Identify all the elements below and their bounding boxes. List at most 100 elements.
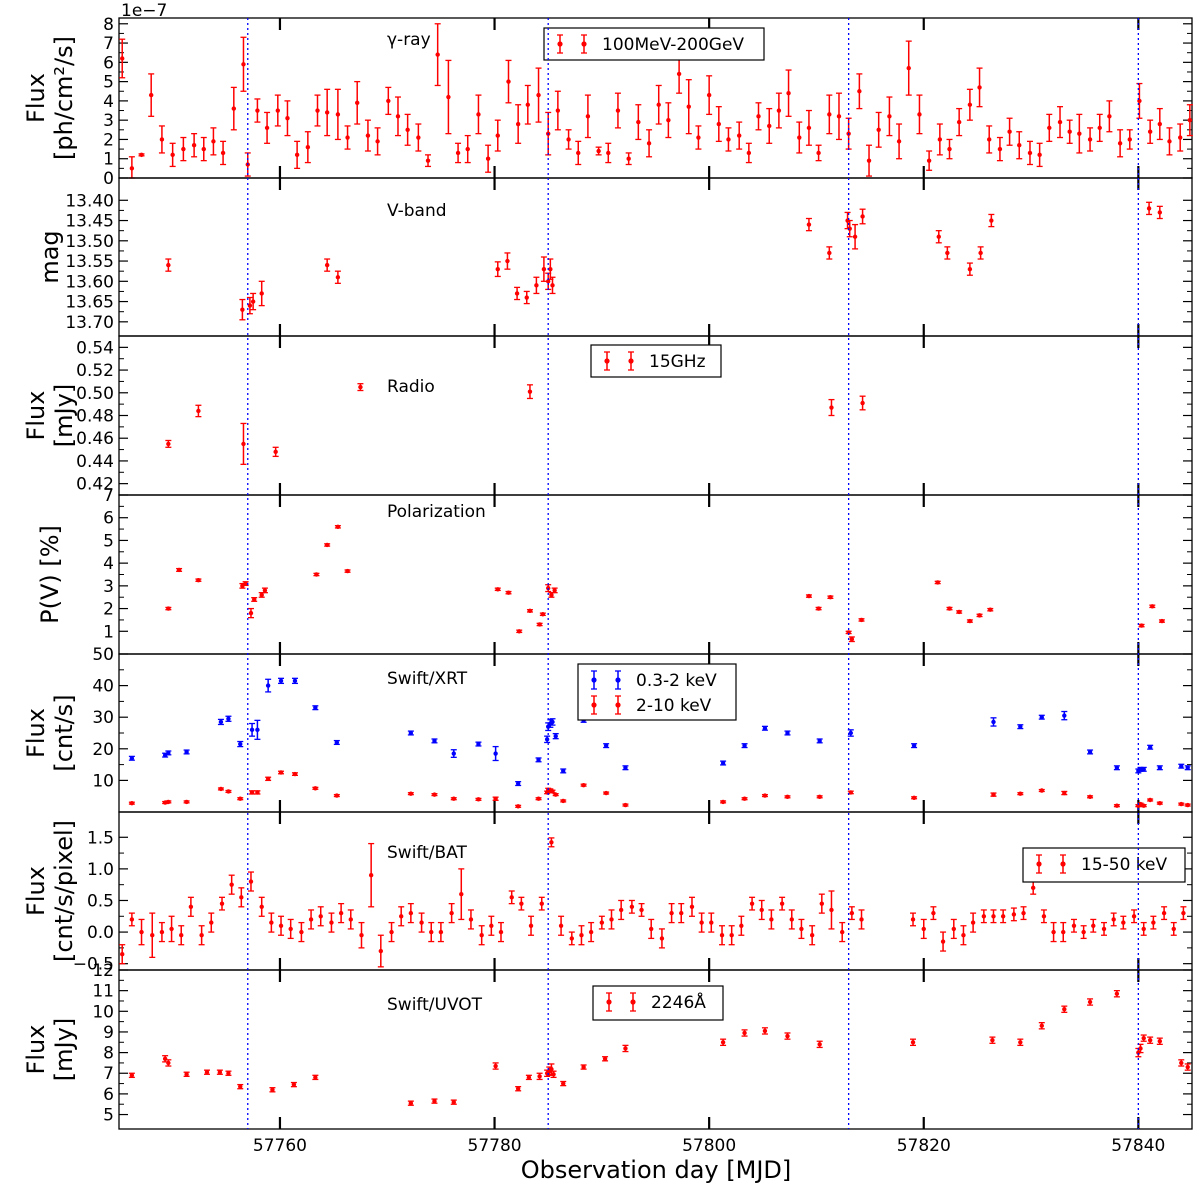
- data-point: [857, 89, 862, 94]
- data-point: [249, 727, 255, 733]
- data-point: [355, 100, 360, 106]
- y-tick-label: 0.52: [76, 361, 114, 381]
- data-point: [549, 592, 554, 598]
- legend-marker-dot: [606, 999, 612, 1005]
- data-point: [489, 923, 494, 928]
- data-point: [1030, 885, 1036, 891]
- data-point: [785, 1033, 790, 1039]
- data-point: [762, 726, 768, 731]
- data-point: [243, 581, 248, 586]
- data-point: [359, 933, 364, 938]
- y-tick-label: 10: [92, 771, 114, 791]
- legend-box: [592, 985, 724, 1021]
- data-point: [285, 116, 290, 121]
- data-point: [449, 910, 454, 916]
- data-point: [338, 910, 344, 916]
- data-point: [1000, 914, 1006, 919]
- data-point: [1147, 745, 1153, 750]
- y-tick-label: 0.48: [76, 407, 114, 427]
- data-point: [425, 158, 431, 163]
- data-point: [318, 914, 323, 919]
- legend-marker-dot: [630, 999, 636, 1005]
- data-point: [786, 90, 791, 96]
- data-point: [166, 1060, 171, 1066]
- data-point: [226, 1071, 231, 1076]
- y-axis-title: [cnt/s/pixel]: [50, 820, 78, 962]
- data-point: [911, 743, 917, 748]
- data-point: [534, 283, 539, 288]
- x-tick-label: 57800: [682, 1136, 736, 1156]
- data-point: [129, 756, 135, 761]
- data-point: [947, 606, 952, 611]
- data-point: [259, 904, 264, 909]
- data-point: [408, 730, 414, 736]
- data-point: [866, 158, 872, 163]
- data-point: [239, 895, 244, 900]
- data-point: [848, 790, 853, 795]
- data-point: [749, 901, 755, 906]
- data-point: [1157, 121, 1163, 127]
- data-point: [218, 719, 224, 725]
- data-point: [540, 612, 546, 617]
- legend: 15GHz: [590, 344, 722, 378]
- data-point: [921, 926, 926, 932]
- data-point: [696, 135, 701, 140]
- data-point: [742, 743, 747, 748]
- data-point: [120, 952, 125, 957]
- data-point: [1138, 767, 1143, 772]
- data-point: [1141, 1035, 1146, 1041]
- data-point: [1101, 926, 1107, 932]
- data-point: [219, 901, 225, 906]
- data-point: [1111, 917, 1116, 922]
- data-point: [455, 150, 461, 156]
- data-point: [1091, 923, 1096, 928]
- series-0.3-2 keV: [128, 677, 1191, 787]
- data-point: [911, 795, 917, 800]
- data-point: [1114, 991, 1120, 996]
- data-point: [248, 610, 254, 616]
- data-point: [549, 840, 554, 845]
- y-tick-label: 0.0: [87, 923, 114, 943]
- y-axis-title: Flux: [22, 391, 50, 441]
- data-point: [1114, 803, 1120, 808]
- data-point: [438, 929, 444, 935]
- data-point: [345, 135, 350, 140]
- data-point: [238, 796, 243, 801]
- data-point: [1017, 143, 1022, 148]
- legend-box: [543, 27, 765, 61]
- y-axis-title: Flux: [22, 708, 50, 758]
- data-point: [549, 1066, 554, 1072]
- data-point: [1062, 713, 1067, 718]
- data-point: [498, 929, 504, 935]
- data-point: [806, 222, 812, 227]
- data-point: [951, 926, 956, 932]
- series-100MeV-200GeV: [119, 23, 1193, 179]
- data-point: [1181, 910, 1186, 916]
- data-point: [294, 152, 300, 158]
- data-point: [451, 796, 456, 801]
- data-point: [273, 449, 278, 455]
- y-tick-label: 13.55: [65, 252, 114, 272]
- data-point: [776, 108, 782, 113]
- data-point: [493, 796, 498, 801]
- data-point: [550, 789, 555, 794]
- panel-label: V-band: [387, 201, 447, 221]
- x-tick-label: 57780: [468, 1136, 522, 1156]
- data-point: [623, 1046, 628, 1051]
- data-point: [876, 127, 881, 133]
- data-point: [746, 150, 752, 156]
- data-point: [150, 933, 155, 938]
- data-point: [806, 593, 812, 599]
- data-point: [666, 117, 671, 123]
- data-point: [1081, 929, 1086, 935]
- legend-box: [1022, 847, 1186, 883]
- data-point: [209, 920, 214, 925]
- y-tick-label: 50: [92, 645, 114, 665]
- data-point: [1018, 724, 1023, 729]
- data-point: [166, 799, 171, 805]
- data-point: [917, 112, 922, 117]
- data-point: [255, 790, 260, 795]
- data-point: [162, 752, 168, 758]
- data-point: [1187, 117, 1193, 123]
- data-point: [348, 917, 353, 922]
